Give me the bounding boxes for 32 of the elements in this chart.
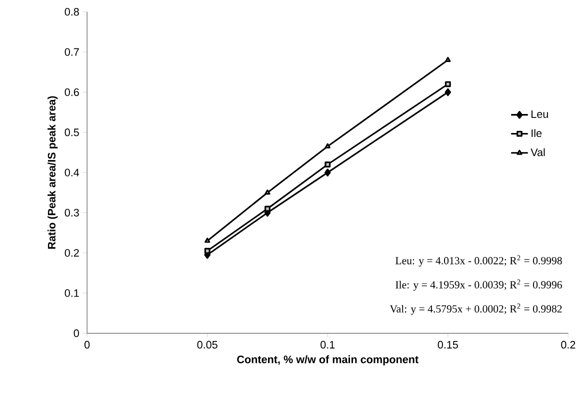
point [324, 161, 331, 168]
x-tick-label: 0.2 [561, 340, 576, 348]
x-tick-label: 0.05 [197, 340, 218, 348]
annotation: Val: y = 4.5795x + 0.0002; R$^{2}$ = 0.9982 [390, 303, 562, 315]
point [204, 238, 210, 243]
annotation: Leu: y = 4.013x - 0.0022; R$^{2}$ = 0.9998 [396, 255, 562, 266]
point [444, 88, 452, 96]
y-tick-label: 0.5 [64, 128, 79, 136]
x-tick-label: 0.15 [438, 340, 458, 348]
y-tick-label: 0.2 [64, 248, 79, 257]
x-tick-label: 0.1 [320, 340, 335, 348]
y-axis-title: Ratio (Peak area/IS peak area) [48, 96, 58, 249]
y-tick-label: 0 [74, 329, 79, 337]
x-tick-label: 0 [84, 340, 90, 348]
point [444, 81, 451, 87]
y-tick-label: 0.6 [64, 88, 79, 96]
y-tick-label: 0.1 [64, 289, 79, 297]
x-axis-title: Content, % w/w of main component [237, 355, 418, 366]
point [445, 56, 451, 62]
y-tick-label: 0.3 [64, 208, 79, 216]
legend-label: Ile [532, 128, 542, 137]
point [264, 189, 270, 194]
y-tick-label: 0.7 [64, 48, 79, 56]
point [204, 248, 210, 254]
y-tick-label: 0.8 [64, 8, 79, 16]
legend-label: Val [530, 148, 545, 156]
point [264, 206, 270, 212]
point [324, 168, 331, 176]
annotation: Ile: y = 4.1959x - 0.0039; R$^{2}$ = 0.9996 [396, 279, 562, 290]
point [324, 143, 330, 148]
legend-label: Leu [532, 110, 548, 118]
y-tick-label: 0.4 [64, 168, 80, 176]
